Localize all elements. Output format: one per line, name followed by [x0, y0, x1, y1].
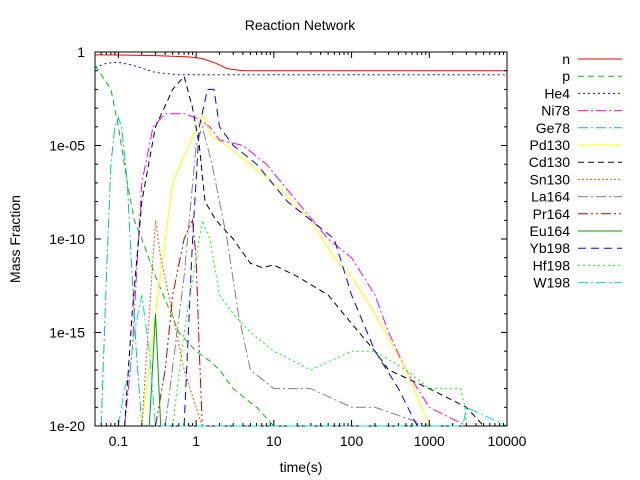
series-line-eu164	[148, 313, 162, 427]
series-line-n	[94, 54, 507, 72]
series-line-he4	[94, 61, 507, 76]
legend-label-sn130: Sn130	[530, 171, 571, 187]
legend-label-la164: La164	[531, 189, 570, 205]
series-line-sn130	[141, 220, 203, 427]
series-line-hf198	[172, 218, 467, 427]
legend-label-pd130: Pd130	[530, 137, 571, 153]
series-line-ge78	[100, 116, 143, 427]
series-line-yb198	[183, 88, 418, 427]
legend-label-pr164: Pr164	[533, 206, 571, 222]
legend-label-he4: He4	[544, 85, 570, 101]
y-tick-label: 1e-20	[49, 418, 85, 434]
chart-title: Reaction Network	[245, 17, 356, 33]
x-axis-title: time(s)	[280, 459, 323, 475]
legend-label-cd130: Cd130	[529, 154, 570, 170]
series-line-p	[94, 64, 275, 427]
series-line-pr164	[155, 218, 203, 427]
legend-label-n: n	[562, 51, 570, 67]
x-tick-label: 1	[192, 433, 200, 449]
y-tick-label: 1e-15	[49, 325, 85, 341]
x-tick-label: 0.1	[109, 433, 129, 449]
legend-label-ni78: Ni78	[541, 103, 570, 119]
plot-frame	[94, 51, 508, 427]
legend-label-eu164: Eu164	[530, 223, 571, 239]
series-layer	[94, 54, 508, 427]
legend-label-w198: W198	[533, 275, 570, 291]
series-line-ni78	[124, 113, 467, 427]
series-line-w198	[117, 295, 508, 427]
legend-label-ge78: Ge78	[536, 120, 570, 136]
legend-label-yb198: Yb198	[530, 240, 571, 256]
legend-label-hf198: Hf198	[533, 257, 571, 273]
x-tick-label: 100	[340, 433, 364, 449]
y-tick-label: 1	[77, 44, 85, 60]
legend-label-p: p	[562, 68, 570, 84]
y-tick-label: 1e-05	[49, 138, 85, 154]
series-line-cd130	[124, 75, 484, 427]
series-line-pd130	[141, 114, 430, 427]
x-tick-label: 10000	[488, 433, 527, 449]
y-axis-title: Mass Fraction	[7, 195, 23, 283]
series-line-la164	[164, 125, 430, 427]
x-tick-label: 1000	[414, 433, 445, 449]
y-tick-label: 1e-10	[49, 231, 85, 247]
x-tick-label: 10	[266, 433, 282, 449]
tick-layer: 0.1 1 10 100 1000 10000 1 1e-05 1e-10 1e-15 1e-20	[49, 44, 526, 449]
